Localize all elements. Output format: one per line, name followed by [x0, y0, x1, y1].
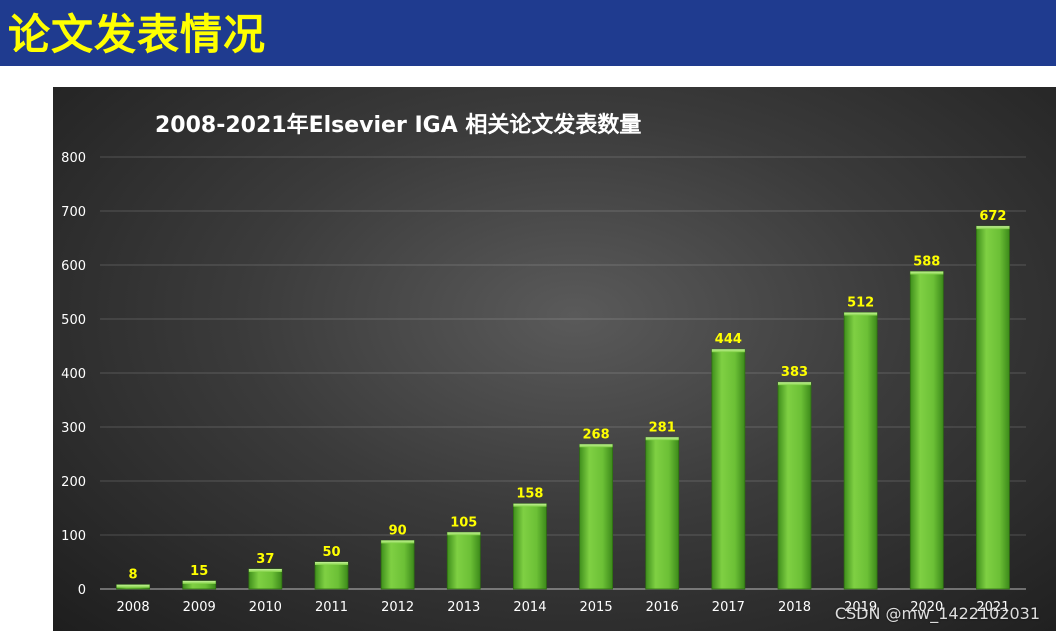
bar-highlight	[381, 540, 415, 544]
bar	[446, 531, 481, 590]
bar-highlight	[645, 437, 679, 441]
data-label: 105	[450, 515, 477, 530]
data-label: 588	[913, 254, 940, 269]
bar	[645, 436, 680, 590]
y-tick-label: 400	[61, 367, 86, 382]
data-label: 281	[649, 420, 676, 435]
x-tick-label: 2016	[646, 600, 679, 615]
bar-highlight	[182, 580, 216, 584]
y-tick-label: 500	[61, 313, 86, 328]
bar-highlight	[778, 382, 811, 386]
data-label: 50	[322, 545, 340, 560]
bar-highlight	[315, 562, 348, 565]
bar-chart: 2008-2021年Elsevier IGA 相关论文发表数量 0 100 200 3…	[61, 112, 1026, 615]
data-label: 90	[389, 523, 407, 538]
data-label: 37	[256, 552, 274, 567]
watermark: CSDN @mw_1422102031	[834, 604, 1040, 623]
bar	[777, 381, 812, 590]
x-tick-label: 2010	[249, 600, 282, 615]
x-tick-label: 2017	[712, 600, 745, 615]
data-label: 158	[516, 487, 543, 502]
bar	[909, 271, 944, 590]
bar	[380, 539, 415, 590]
x-tick-label: 2021	[976, 600, 1009, 615]
y-tick-label: 100	[61, 529, 86, 544]
bar	[513, 503, 547, 590]
bar-highlight	[579, 444, 613, 448]
header-banner: 论文发表情况	[0, 0, 1056, 66]
bar	[711, 348, 746, 590]
x-tick-label: 2015	[580, 600, 613, 615]
bar-highlight	[910, 271, 944, 275]
y-tick-label: 700	[61, 205, 86, 220]
y-tick-label: 200	[61, 475, 86, 490]
y-tick-label: 800	[61, 151, 86, 166]
bar-highlight	[447, 532, 481, 536]
bar-highlight	[711, 349, 745, 353]
bar	[314, 561, 349, 590]
bar-highlight	[248, 569, 282, 573]
data-label: 268	[583, 427, 610, 442]
chart-panel: 2008-2021年Elsevier IGA 相关论文发表数量 0 100 200 3…	[53, 87, 1056, 631]
data-label: 444	[715, 332, 742, 347]
chart-title: 2008-2021年Elsevier IGA 相关论文发表数量	[155, 112, 641, 138]
x-tick-label: 2009	[183, 600, 216, 615]
x-tick-label: 2012	[381, 600, 414, 615]
bar-highlight	[513, 503, 547, 507]
data-label: 8	[129, 568, 138, 583]
page-title: 论文发表情况	[8, 10, 267, 59]
data-label: 512	[847, 296, 874, 311]
data-label: 383	[781, 365, 808, 380]
x-tick-label: 2019	[844, 600, 877, 615]
bar-highlight	[116, 584, 150, 588]
x-tick-label: 2013	[447, 600, 480, 615]
y-tick-label: 600	[61, 259, 86, 274]
x-tick-label: 2020	[910, 600, 943, 615]
bar	[579, 443, 613, 590]
bar	[976, 225, 1010, 590]
y-tick-label: 0	[78, 583, 86, 598]
x-tick-label: 2014	[513, 600, 546, 615]
x-tick-label: 2018	[778, 600, 811, 615]
bar	[843, 312, 878, 590]
data-label: 672	[979, 209, 1006, 224]
x-tick-label: 2008	[117, 600, 150, 615]
bar-highlight	[844, 312, 878, 316]
bar-highlight	[976, 226, 1010, 230]
data-label: 15	[190, 564, 208, 579]
x-tick-label: 2011	[315, 600, 348, 615]
y-tick-label: 300	[61, 421, 86, 436]
